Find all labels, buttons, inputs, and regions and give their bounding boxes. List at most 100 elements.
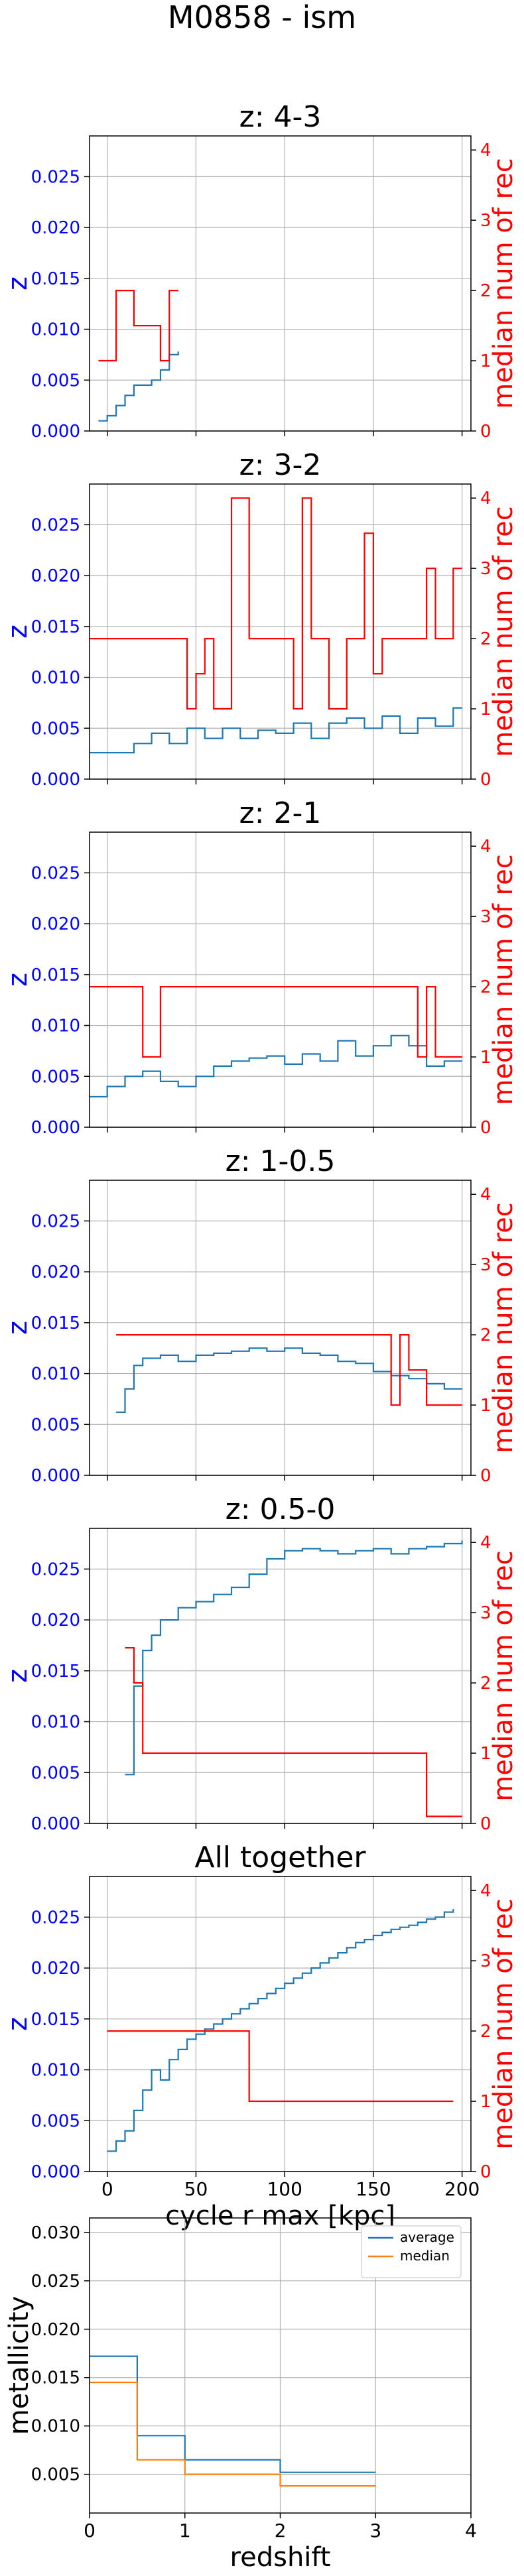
y2-axis-label: median num of rec bbox=[488, 1202, 519, 1453]
x-tick-label: 50 bbox=[184, 2178, 208, 2200]
y-tick-label: 0.025 bbox=[31, 1560, 80, 1579]
y-axis-label: z bbox=[3, 1669, 33, 1683]
y-axis-label: z bbox=[3, 2017, 33, 2031]
chart-title: z: 3-2 bbox=[239, 448, 322, 482]
series-line-rec bbox=[107, 2030, 454, 2103]
series-line-z bbox=[90, 707, 462, 754]
plot-frame bbox=[89, 1528, 472, 1824]
y-tick-label: 0.015 bbox=[31, 1662, 80, 1682]
chart-title: z: 2-1 bbox=[239, 796, 322, 830]
y2-tick-label: 3 bbox=[480, 1255, 491, 1275]
y-tick-label: 0.005 bbox=[31, 1415, 80, 1435]
y-axis-label: z bbox=[3, 625, 33, 639]
y2-tick-label: 4 bbox=[480, 1533, 491, 1553]
y2-tick-label: 3 bbox=[480, 559, 491, 579]
y-tick-label: 0.000 bbox=[31, 1466, 80, 1486]
y-tick-label: 0.020 bbox=[31, 1959, 80, 1979]
x-tick-label: 2 bbox=[275, 2520, 287, 2542]
series-line-z bbox=[125, 1540, 463, 1776]
legend-label-average: average bbox=[400, 2229, 454, 2245]
y-axis-label: z bbox=[3, 973, 33, 987]
y-tick-label: 0.020 bbox=[31, 218, 80, 238]
x-tick-label: 200 bbox=[444, 2178, 480, 2200]
plot-frame bbox=[89, 1876, 472, 2172]
y2-tick-label: 4 bbox=[480, 1881, 491, 1901]
figure-title: M0858 - ism bbox=[168, 0, 356, 35]
y2-tick-label: 0 bbox=[480, 1814, 491, 1834]
y-tick-label: 0.000 bbox=[31, 1118, 80, 1138]
y-tick-label: 0.020 bbox=[31, 914, 80, 934]
y-tick-label: 0.010 bbox=[31, 1016, 80, 1036]
series-line-rec bbox=[90, 986, 462, 1058]
y2-axis-label: median num of rec bbox=[488, 854, 519, 1105]
y2-axis-label: median num of rec bbox=[488, 1550, 519, 1801]
y2-tick-label: 1 bbox=[480, 2092, 491, 2112]
y-tick-label: 0.015 bbox=[31, 269, 80, 289]
y2-tick-label: 0 bbox=[480, 1466, 491, 1486]
series-line-rec bbox=[98, 290, 178, 362]
y2-tick-label: 1 bbox=[480, 1744, 491, 1764]
legend-label-median: median bbox=[400, 2248, 450, 2264]
series-line-median bbox=[90, 2381, 376, 2487]
y2-tick-label: 4 bbox=[480, 1185, 491, 1205]
x-tick-label: 4 bbox=[465, 2520, 477, 2542]
y-tick-label: 0.025 bbox=[31, 2272, 80, 2292]
y-tick-label: 0.025 bbox=[31, 1908, 80, 1928]
chart-title: z: 4-3 bbox=[239, 100, 322, 134]
x-tick-label: 1 bbox=[179, 2520, 191, 2542]
series-line-average bbox=[90, 2355, 376, 2473]
y-tick-label: 0.015 bbox=[31, 617, 80, 637]
y-tick-label: 0.010 bbox=[31, 2417, 80, 2437]
y2-axis-label: median num of rec bbox=[488, 506, 519, 757]
y2-tick-label: 1 bbox=[480, 351, 491, 371]
x-tick-label: 100 bbox=[267, 2178, 302, 2200]
y2-tick-label: 2 bbox=[480, 977, 491, 997]
series-line-rec bbox=[125, 1647, 462, 1817]
plot-frame bbox=[89, 483, 472, 780]
series-line-z bbox=[116, 1347, 462, 1413]
plot-frame bbox=[89, 1180, 472, 1476]
y2-tick-label: 2 bbox=[480, 1325, 491, 1345]
y2-tick-label: 2 bbox=[480, 629, 491, 649]
y2-tick-label: 1 bbox=[480, 700, 491, 719]
y2-tick-label: 0 bbox=[480, 1118, 491, 1138]
y-tick-label: 0.005 bbox=[31, 1763, 80, 1783]
y2-tick-label: 2 bbox=[480, 281, 491, 301]
plot-frame bbox=[89, 831, 472, 1128]
y2-tick-label: 0 bbox=[480, 422, 491, 442]
y2-tick-label: 3 bbox=[480, 907, 491, 927]
y-tick-label: 0.000 bbox=[31, 770, 80, 790]
y2-tick-label: 0 bbox=[480, 2162, 491, 2182]
y-tick-label: 0.025 bbox=[31, 515, 80, 535]
y-tick-label: 0.025 bbox=[31, 863, 80, 883]
chart-title: z: 1-0.5 bbox=[226, 1144, 336, 1178]
y2-tick-label: 2 bbox=[480, 1674, 491, 1693]
plot-frame bbox=[89, 135, 472, 432]
y2-axis-label: median num of rec bbox=[488, 1898, 519, 2149]
y-tick-label: 0.015 bbox=[31, 965, 80, 985]
y2-tick-label: 1 bbox=[480, 1396, 491, 1416]
y-tick-label: 0.000 bbox=[31, 1814, 80, 1834]
y2-tick-label: 3 bbox=[480, 1951, 491, 1971]
x-axis-label: redshift bbox=[230, 2542, 331, 2573]
y-tick-label: 0.030 bbox=[31, 2223, 80, 2243]
y-tick-label: 0.015 bbox=[31, 1314, 80, 1333]
y-tick-label: 0.010 bbox=[31, 1713, 80, 1733]
y-axis-label: metallicity bbox=[4, 2296, 34, 2435]
series-line-z bbox=[107, 1909, 454, 2152]
x-tick-label: 0 bbox=[101, 2178, 113, 2200]
series-line-z bbox=[90, 1034, 462, 1098]
y-tick-label: 0.010 bbox=[31, 320, 80, 340]
y-axis-label: z bbox=[3, 276, 33, 290]
y-tick-label: 0.020 bbox=[31, 2320, 80, 2340]
chart-title: z: 0.5-0 bbox=[226, 1493, 336, 1526]
y2-tick-label: 0 bbox=[480, 770, 491, 790]
y-axis-label: z bbox=[3, 1321, 33, 1335]
y-tick-label: 0.020 bbox=[31, 1262, 80, 1282]
y-tick-label: 0.020 bbox=[31, 566, 80, 586]
y-tick-label: 0.005 bbox=[31, 2465, 80, 2485]
series-line-rec bbox=[90, 497, 462, 710]
chart-title: All together bbox=[194, 1841, 366, 1874]
series-line-z bbox=[98, 351, 179, 422]
